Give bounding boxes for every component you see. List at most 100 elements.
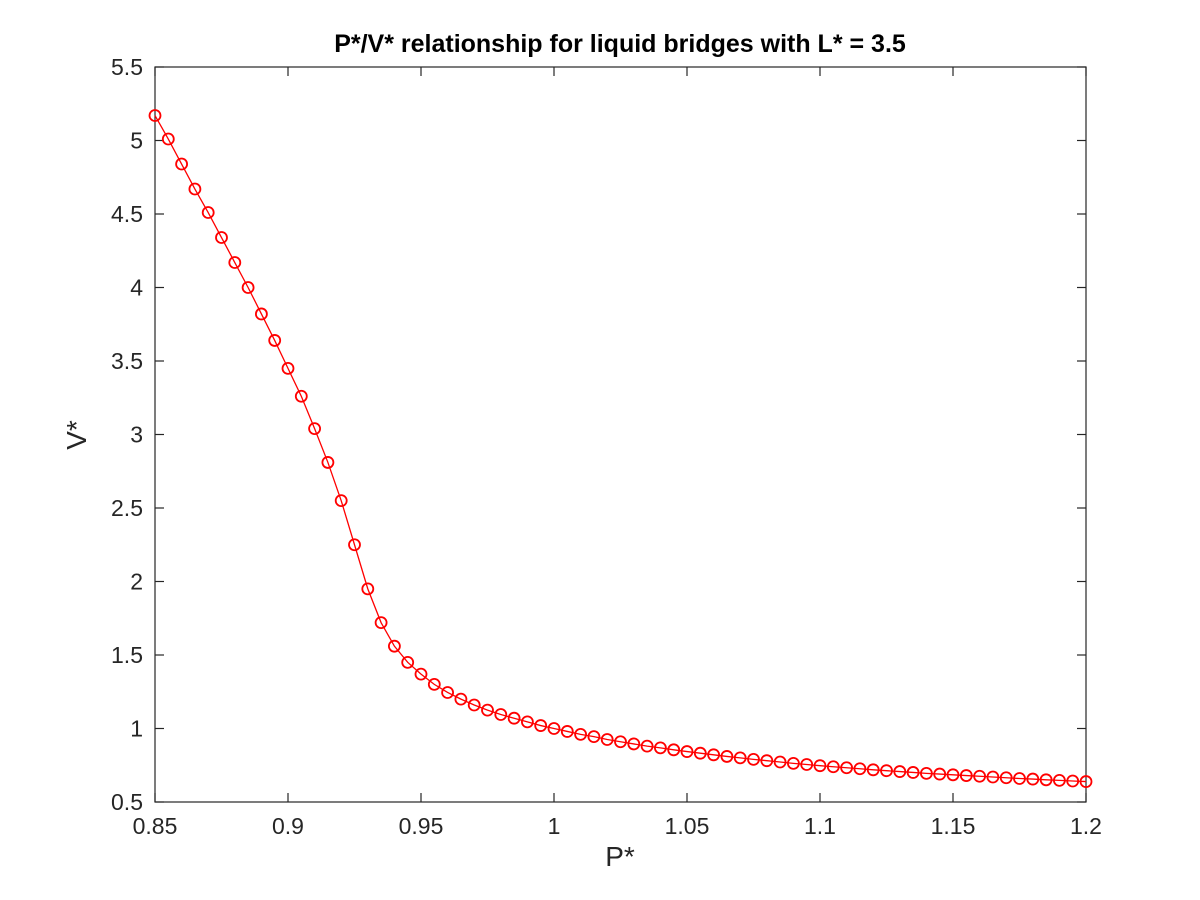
y-axis-label: V* xyxy=(61,420,92,450)
data-point xyxy=(720,750,734,763)
data-point xyxy=(201,206,215,219)
data-point xyxy=(906,766,920,779)
data-point xyxy=(1066,774,1080,788)
data-point xyxy=(733,751,747,765)
data-point xyxy=(294,389,308,403)
data-point xyxy=(348,538,361,552)
x-tick-label: 0.85 xyxy=(133,813,178,839)
data-point xyxy=(481,703,494,717)
data-point xyxy=(813,759,827,773)
data-point xyxy=(614,735,627,749)
data-point xyxy=(640,739,654,753)
x-tick-label: 1.05 xyxy=(665,813,710,839)
data-point xyxy=(747,752,760,766)
data-point xyxy=(334,494,348,508)
data-point xyxy=(188,182,202,196)
data-point xyxy=(268,334,282,347)
data-point xyxy=(281,361,295,375)
data-point xyxy=(973,769,986,783)
y-axis: 0.5 1 1.5 2 2.5 3 3.5 4 4.5 5 5.5 xyxy=(111,54,1086,815)
x-tick-label: 1 xyxy=(548,813,561,839)
y-tick-label: 2.5 xyxy=(111,495,143,521)
data-point xyxy=(161,132,175,146)
y-tick-label: 2 xyxy=(130,569,143,595)
data-point xyxy=(175,157,189,171)
data-point xyxy=(521,715,534,729)
y-tick-label: 3.5 xyxy=(111,348,143,374)
data-point xyxy=(880,764,893,778)
data-point xyxy=(920,766,933,780)
data-point xyxy=(228,256,242,269)
data-point xyxy=(534,719,548,732)
series-line xyxy=(154,115,1087,783)
data-point xyxy=(1026,772,1040,786)
data-point xyxy=(999,771,1013,785)
data-point xyxy=(494,708,508,721)
data-point xyxy=(1053,773,1066,787)
axes-box xyxy=(154,66,1087,803)
x-tick-label: 1.2 xyxy=(1070,813,1102,839)
y-tick-label: 4 xyxy=(130,275,143,301)
data-point xyxy=(587,730,601,743)
x-axis: 0.85 0.9 0.95 1 1.05 1.1 1.15 1.2 xyxy=(133,67,1102,839)
data-point xyxy=(693,746,707,760)
data-point xyxy=(707,748,720,762)
y-tick-label: 1.5 xyxy=(111,642,143,668)
data-point xyxy=(374,616,388,630)
chart-title: P*/V* relationship for liquid bridges wi… xyxy=(334,30,906,58)
data-point xyxy=(866,763,880,777)
data-point xyxy=(773,755,787,769)
y-tick-label: 5 xyxy=(130,128,143,154)
data-point xyxy=(321,456,335,469)
data-point xyxy=(680,745,694,758)
data-point xyxy=(840,761,853,775)
data-point xyxy=(560,725,574,738)
data-point xyxy=(959,769,973,782)
data-point xyxy=(600,733,614,746)
data-point xyxy=(148,109,162,122)
y-tick-label: 4.5 xyxy=(111,201,143,227)
data-point xyxy=(454,692,468,706)
data-point xyxy=(1079,775,1093,788)
x-tick-label: 1.1 xyxy=(804,813,836,839)
data-point xyxy=(627,737,641,751)
data-point xyxy=(1013,772,1026,785)
data-point xyxy=(574,727,587,741)
x-axis-label: P* xyxy=(605,841,635,872)
data-point xyxy=(467,698,481,712)
data-point xyxy=(387,639,401,653)
data-point xyxy=(893,765,907,778)
data-point xyxy=(308,422,322,436)
data-point xyxy=(760,754,774,768)
data-point xyxy=(800,758,814,771)
plot-area: 0.85 0.9 0.95 1 1.05 1.1 1.15 1.2 0.5 1 1.5 2 2.5 3 3… xyxy=(111,54,1102,839)
data-point xyxy=(787,756,800,770)
data-point xyxy=(986,770,1000,784)
data-point xyxy=(241,281,255,294)
data-point xyxy=(254,307,268,321)
data-point xyxy=(507,711,521,725)
y-tick-label: 1 xyxy=(130,716,143,742)
x-tick-label: 0.9 xyxy=(272,813,304,839)
data-point xyxy=(401,655,415,669)
data-point xyxy=(547,722,561,735)
data-point xyxy=(215,231,228,244)
series-markers xyxy=(148,109,1093,788)
data-point xyxy=(933,767,947,781)
y-tick-label: 3 xyxy=(130,422,143,448)
data-point xyxy=(853,762,867,776)
x-tick-label: 1.15 xyxy=(931,813,976,839)
data-point xyxy=(361,582,375,596)
data-point xyxy=(946,768,960,782)
y-tick-label: 5.5 xyxy=(111,54,143,80)
data-point xyxy=(414,667,428,681)
data-point xyxy=(427,678,441,691)
data-point xyxy=(1039,773,1053,787)
x-tick-label: 0.95 xyxy=(399,813,444,839)
y-tick-label: 0.5 xyxy=(111,789,143,815)
data-point xyxy=(441,686,455,699)
data-point xyxy=(826,760,840,774)
data-point xyxy=(654,741,667,755)
data-point xyxy=(667,743,681,757)
